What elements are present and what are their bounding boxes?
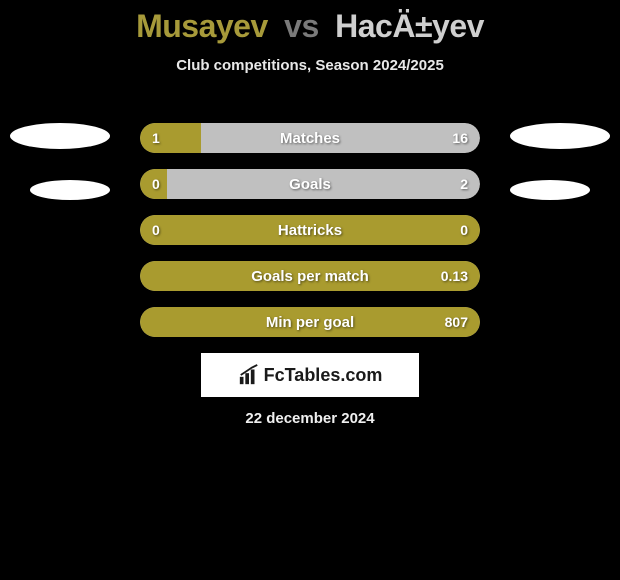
- stat-value-player2: 0.13: [441, 261, 468, 291]
- vs-label: vs: [284, 8, 319, 44]
- stat-bar-row: Goals per match0.13: [140, 261, 480, 291]
- stat-value-player2: 0: [460, 215, 468, 245]
- fctables-logo-text: FcTables.com: [264, 365, 383, 386]
- player2-name: HacÄ±yev: [335, 8, 484, 44]
- stat-label: Goals: [140, 169, 480, 199]
- stat-value-player2: 16: [452, 123, 468, 153]
- player2-avatar-shape-1: [510, 123, 610, 149]
- stat-bar-row: 0Goals2: [140, 169, 480, 199]
- stat-label: Min per goal: [140, 307, 480, 337]
- stats-bars: 1Matches160Goals20Hattricks0Goals per ma…: [140, 123, 480, 353]
- comparison-title: Musayev vs HacÄ±yev: [0, 0, 620, 45]
- snapshot-date: 22 december 2024: [0, 410, 620, 427]
- stat-value-player2: 807: [445, 307, 468, 337]
- stat-bar-row: 1Matches16: [140, 123, 480, 153]
- season-subtitle: Club competitions, Season 2024/2025: [0, 57, 620, 74]
- stat-value-player2: 2: [460, 169, 468, 199]
- stat-label: Hattricks: [140, 215, 480, 245]
- chart-icon: [238, 364, 260, 386]
- stat-bar-row: Min per goal807: [140, 307, 480, 337]
- player2-avatar-shape-2: [510, 180, 590, 200]
- fctables-logo[interactable]: FcTables.com: [201, 353, 419, 397]
- player1-avatar-shape-1: [10, 123, 110, 149]
- stat-bar-row: 0Hattricks0: [140, 215, 480, 245]
- player1-name: Musayev: [136, 8, 268, 44]
- stat-label: Goals per match: [140, 261, 480, 291]
- stat-label: Matches: [140, 123, 480, 153]
- player1-avatar-shape-2: [30, 180, 110, 200]
